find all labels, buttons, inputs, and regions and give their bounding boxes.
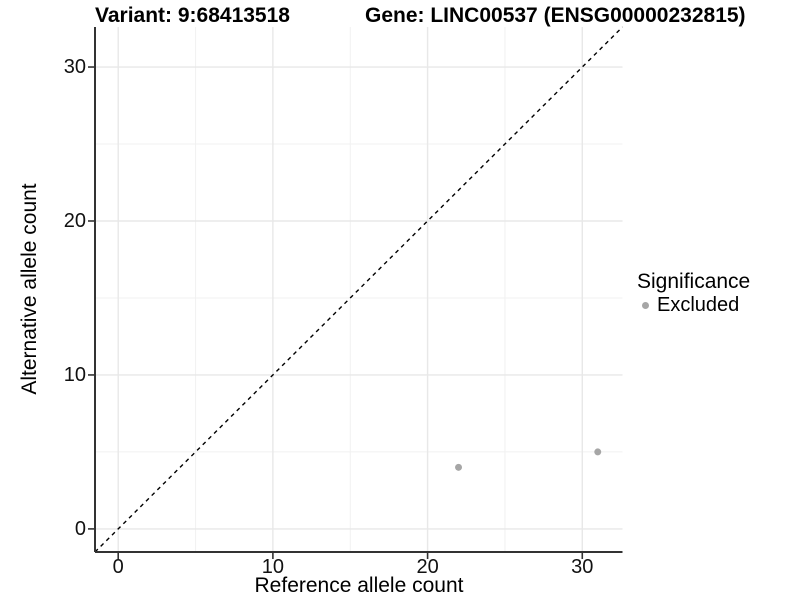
data-point xyxy=(594,448,602,456)
y-tick-label: 10 xyxy=(63,363,86,386)
legend-title: Significance xyxy=(637,270,751,293)
variant-title: Variant: 9:68413518 xyxy=(95,4,290,27)
y-axis-title: Alternative allele count xyxy=(18,183,41,395)
x-tick-label: 0 xyxy=(112,556,124,578)
identity-dashed-line xyxy=(94,26,623,553)
gene-title: Gene: LINC00537 (ENSG00000232815) xyxy=(365,4,746,27)
y-tick-label: 20 xyxy=(63,209,86,232)
x-axis-title: Reference allele count xyxy=(254,574,464,597)
y-tick-label: 0 xyxy=(74,517,86,540)
x-tick-label: 10 xyxy=(261,556,285,578)
x-tick-label: 30 xyxy=(571,556,594,578)
y-tick-label: 30 xyxy=(63,56,86,79)
legend-item-label: Excluded xyxy=(657,294,740,316)
x-tick-label: 20 xyxy=(416,556,439,578)
legend: Significance Excluded xyxy=(637,270,750,316)
data-point xyxy=(455,463,463,471)
legend-item-excluded: Excluded xyxy=(637,294,750,316)
excluded-marker-swatch xyxy=(642,301,649,309)
